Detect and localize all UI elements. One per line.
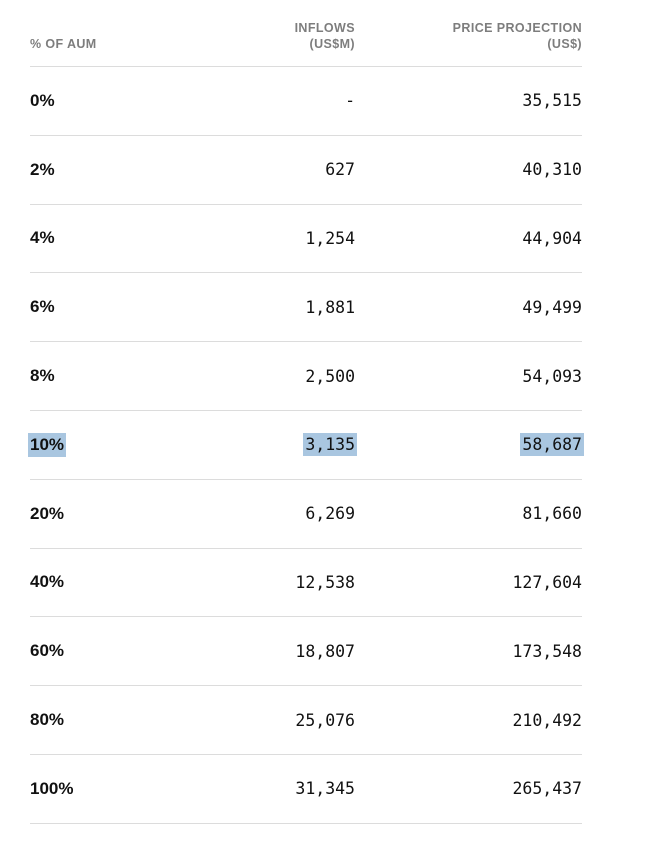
aum-cell: 2% (30, 160, 180, 180)
column-header-price-label: PRICE PROJECTION (452, 21, 582, 35)
inflows-value: 6,269 (305, 504, 355, 524)
aum-cell: 60% (30, 641, 180, 661)
inflows-cell: 25,076 (180, 711, 355, 730)
aum-cell: 6% (30, 297, 180, 317)
column-header-inflows: INFLOWS (US$M) (180, 20, 355, 52)
table-row: 40% 12,538 127,604 (30, 549, 582, 618)
aum-value: 6% (30, 297, 55, 317)
aum-value: 0% (30, 90, 55, 110)
table-row: 2% 627 40,310 (30, 136, 582, 205)
aum-value: 20% (30, 503, 65, 523)
table-row: 8% 2,500 54,093 (30, 342, 582, 411)
price-cell: 127,604 (355, 573, 582, 592)
aum-cell: 10% (28, 432, 180, 457)
column-header-inflows-label: INFLOWS (294, 21, 355, 35)
aum-value: 8% (30, 366, 55, 386)
price-cell: 35,515 (355, 91, 582, 110)
price-cell: 58,687 (355, 433, 584, 457)
aum-value: 80% (30, 710, 65, 730)
aum-value: 60% (30, 641, 65, 661)
column-header-aum-label: % OF AUM (30, 37, 97, 51)
column-header-price-projection: PRICE PROJECTION (US$) (355, 20, 582, 52)
price-cell: 40,310 (355, 160, 582, 179)
inflows-cell: 18,807 (180, 642, 355, 661)
column-header-inflows-unit: (US$M) (309, 37, 355, 51)
inflows-cell: 2,500 (180, 367, 355, 386)
table-row: 4% 1,254 44,904 (30, 205, 582, 274)
column-header-aum: % OF AUM (30, 36, 180, 52)
aum-value: 10% (28, 432, 67, 457)
price-value: 265,437 (512, 779, 582, 799)
price-value: 58,687 (520, 433, 584, 457)
aum-cell: 80% (30, 710, 180, 730)
inflows-value: 18,807 (295, 641, 355, 661)
inflows-value: 1,254 (305, 228, 355, 248)
price-projection-table: % OF AUM INFLOWS (US$M) PRICE PROJECTION… (28, 0, 584, 824)
table-row-highlighted: 10% 3,135 58,687 (28, 411, 584, 480)
inflows-cell: 1,881 (180, 298, 355, 317)
inflows-cell: 6,269 (180, 504, 355, 523)
inflows-cell: 627 (180, 160, 355, 179)
price-cell: 54,093 (355, 367, 582, 386)
inflows-value: 1,881 (305, 297, 355, 317)
price-value: 127,604 (512, 572, 582, 592)
inflows-value: 627 (325, 160, 355, 180)
table-row: 60% 18,807 173,548 (30, 617, 582, 687)
table-row: 0% - 35,515 (30, 67, 582, 136)
inflows-value: 12,538 (295, 572, 355, 592)
aum-cell: 100% (30, 779, 180, 799)
price-cell: 265,437 (355, 779, 582, 798)
inflows-cell: 31,345 (180, 779, 355, 798)
price-cell: 49,499 (355, 298, 582, 317)
inflows-value: 3,135 (303, 433, 357, 457)
price-cell: 44,904 (355, 229, 582, 248)
price-value: 35,515 (522, 91, 582, 111)
price-value: 173,548 (512, 641, 582, 661)
price-value: 54,093 (522, 366, 582, 386)
price-cell: 81,660 (355, 504, 582, 523)
inflows-value: 31,345 (295, 779, 355, 799)
price-value: 81,660 (522, 504, 582, 524)
inflows-cell: 12,538 (180, 573, 355, 592)
inflows-value: - (345, 91, 355, 111)
inflows-value: 2,500 (305, 366, 355, 386)
aum-value: 100% (30, 778, 74, 798)
price-cell: 210,492 (355, 711, 582, 730)
table-row: 6% 1,881 49,499 (30, 273, 582, 343)
table-row: 20% 6,269 81,660 (30, 480, 582, 549)
inflows-cell: 3,135 (180, 433, 357, 457)
aum-cell: 8% (30, 366, 180, 386)
aum-value: 2% (30, 159, 55, 179)
aum-cell: 40% (30, 572, 180, 592)
aum-cell: 0% (30, 91, 180, 111)
aum-cell: 4% (30, 228, 180, 248)
column-header-price-unit: (US$) (547, 37, 582, 51)
inflows-value: 25,076 (295, 710, 355, 730)
price-value: 49,499 (522, 297, 582, 317)
inflows-cell: - (180, 91, 355, 110)
table-header: % OF AUM INFLOWS (US$M) PRICE PROJECTION… (30, 0, 582, 67)
aum-cell: 20% (30, 504, 180, 524)
aum-value: 40% (30, 572, 65, 592)
table-row: 80% 25,076 210,492 (30, 686, 582, 755)
inflows-cell: 1,254 (180, 229, 355, 248)
aum-value: 4% (30, 228, 55, 248)
price-value: 40,310 (522, 160, 582, 180)
price-value: 210,492 (512, 710, 582, 730)
price-cell: 173,548 (355, 642, 582, 661)
price-value: 44,904 (522, 228, 582, 248)
table-row: 100% 31,345 265,437 (30, 755, 582, 824)
